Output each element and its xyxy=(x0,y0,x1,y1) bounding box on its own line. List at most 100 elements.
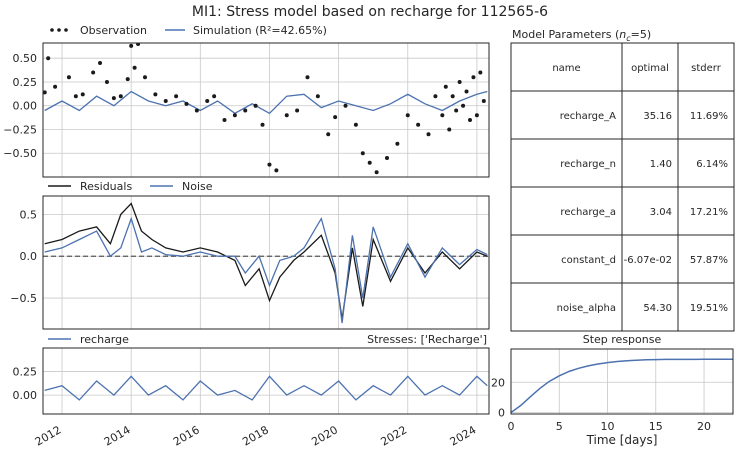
observation-point xyxy=(395,141,400,146)
sim-frame xyxy=(42,42,490,178)
x-tick-label: 2012 xyxy=(33,423,64,448)
step-xticks: 0 5 10 15 20 xyxy=(508,420,712,433)
table-cell: 19.51% xyxy=(690,303,728,314)
sim-legend: Observation Simulation (R²=42.65%) xyxy=(50,24,327,37)
observation-point xyxy=(467,117,472,122)
residuals-legend-label: Residuals xyxy=(80,180,132,193)
observation-point xyxy=(104,79,109,84)
step-x-tick-label: 20 xyxy=(697,420,711,433)
res-legend: Residuals Noise xyxy=(48,180,213,193)
x-tick-label: 2022 xyxy=(379,423,410,448)
observation-point xyxy=(274,168,279,173)
residuals-panel: 0.5 0.0 −0.5 Residuals Noise xyxy=(10,180,490,330)
observation-point xyxy=(243,108,248,113)
observation-point xyxy=(253,103,258,108)
step-yticks: 20 0 xyxy=(491,376,505,419)
observation-point xyxy=(478,70,483,75)
step-panel: Step response 20 0 0 5 10 15 20 Time [days] xyxy=(491,333,734,447)
stresses-label: Stresses: ['Recharge'] xyxy=(367,333,487,346)
step-frame xyxy=(510,348,734,415)
table-title: Model Parameters (nc=5) xyxy=(512,28,651,43)
y-tick-label: −0.5 xyxy=(10,292,37,305)
table-cell: 1.40 xyxy=(650,159,672,170)
observation-point xyxy=(212,94,217,99)
observation-point xyxy=(481,98,486,103)
stress-xticks: 2012 2014 2016 2018 2020 2022 2024 xyxy=(33,423,479,448)
table-title-n: n xyxy=(619,28,626,41)
observation-point xyxy=(136,43,141,46)
observation-point xyxy=(53,84,58,89)
y-tick-label: −0.25 xyxy=(3,123,37,136)
observation-point xyxy=(142,75,147,80)
table-cell: noise_alpha xyxy=(557,303,616,314)
recharge-line xyxy=(44,375,488,401)
observation-legend-marker xyxy=(57,28,61,32)
table-cell: recharge_n xyxy=(560,159,616,170)
observation-point xyxy=(98,60,103,65)
observation-legend-label: Observation xyxy=(80,24,147,37)
table-title-suffix: =5) xyxy=(631,28,652,41)
observation-point xyxy=(440,113,445,118)
observation-point xyxy=(360,151,365,156)
observation-point xyxy=(174,94,179,99)
stress-panel: 0.25 0.00 2012 2014 2016 2018 2020 2022 2024 re… xyxy=(13,333,490,449)
table-header-cell: name xyxy=(552,63,580,74)
noise-line xyxy=(44,216,488,324)
observation-point xyxy=(471,75,476,80)
observation-point xyxy=(343,103,348,108)
table-cell: recharge_A xyxy=(560,111,616,122)
observation-point xyxy=(474,113,479,118)
table-header-cell: stderr xyxy=(691,63,722,74)
step-x-tick-label: 10 xyxy=(601,420,615,433)
step-x-tick-label: 5 xyxy=(556,420,563,433)
observation-point xyxy=(194,108,199,113)
table-cell: 57.87% xyxy=(690,255,728,266)
step-title: Step response xyxy=(583,333,662,346)
table-cell: constant_d xyxy=(561,255,616,266)
stress-frame xyxy=(42,347,490,415)
step-x-tick-label: 15 xyxy=(649,420,663,433)
observation-point xyxy=(385,155,390,160)
y-tick-label: 0.00 xyxy=(13,100,38,113)
observation-point xyxy=(125,77,130,82)
observation-legend-marker xyxy=(50,28,54,32)
table-cell: 54.30 xyxy=(643,303,672,314)
x-tick-label: 2018 xyxy=(240,423,271,448)
x-tick-label: 2014 xyxy=(102,423,133,448)
y-tick-label: 0 xyxy=(498,406,505,419)
observation-point xyxy=(353,122,358,127)
table-cell: 6.14% xyxy=(696,159,728,170)
observation-point xyxy=(443,84,448,89)
observation-point xyxy=(184,101,189,106)
y-tick-label: 0.00 xyxy=(13,389,38,402)
stress-yticks: 0.25 0.00 xyxy=(13,366,38,403)
observation-point xyxy=(260,122,265,127)
observation-point xyxy=(80,92,85,97)
step-xlabel: Time [days] xyxy=(586,433,658,447)
observation-point xyxy=(457,79,462,84)
observation-point xyxy=(295,108,300,113)
observation-point xyxy=(46,56,51,61)
observation-point xyxy=(461,103,466,108)
observation-point xyxy=(450,94,455,99)
step-response-line xyxy=(511,358,733,414)
observation-point xyxy=(222,117,227,122)
observation-point xyxy=(111,96,116,101)
figure-title: MI1: Stress model based on recharge for … xyxy=(192,4,548,20)
observation-points xyxy=(43,43,486,175)
parameter-table: Model Parameters (nc=5) name optimal stder… xyxy=(510,28,735,332)
table-cell: 3.04 xyxy=(650,207,672,218)
observation-point xyxy=(232,113,237,118)
observation-point xyxy=(129,43,134,48)
observation-point xyxy=(374,170,379,175)
observation-point xyxy=(326,132,331,137)
x-tick-label: 2024 xyxy=(448,423,479,448)
table-cell: recharge_a xyxy=(560,207,616,218)
observation-point xyxy=(267,162,272,167)
observation-point xyxy=(305,75,310,80)
observation-point xyxy=(405,113,410,118)
table-body: name optimal stderr recharge_A 35.16 11.69% re… xyxy=(510,42,735,332)
table-cell: 35.16 xyxy=(643,111,672,122)
noise-legend-label: Noise xyxy=(182,180,213,193)
